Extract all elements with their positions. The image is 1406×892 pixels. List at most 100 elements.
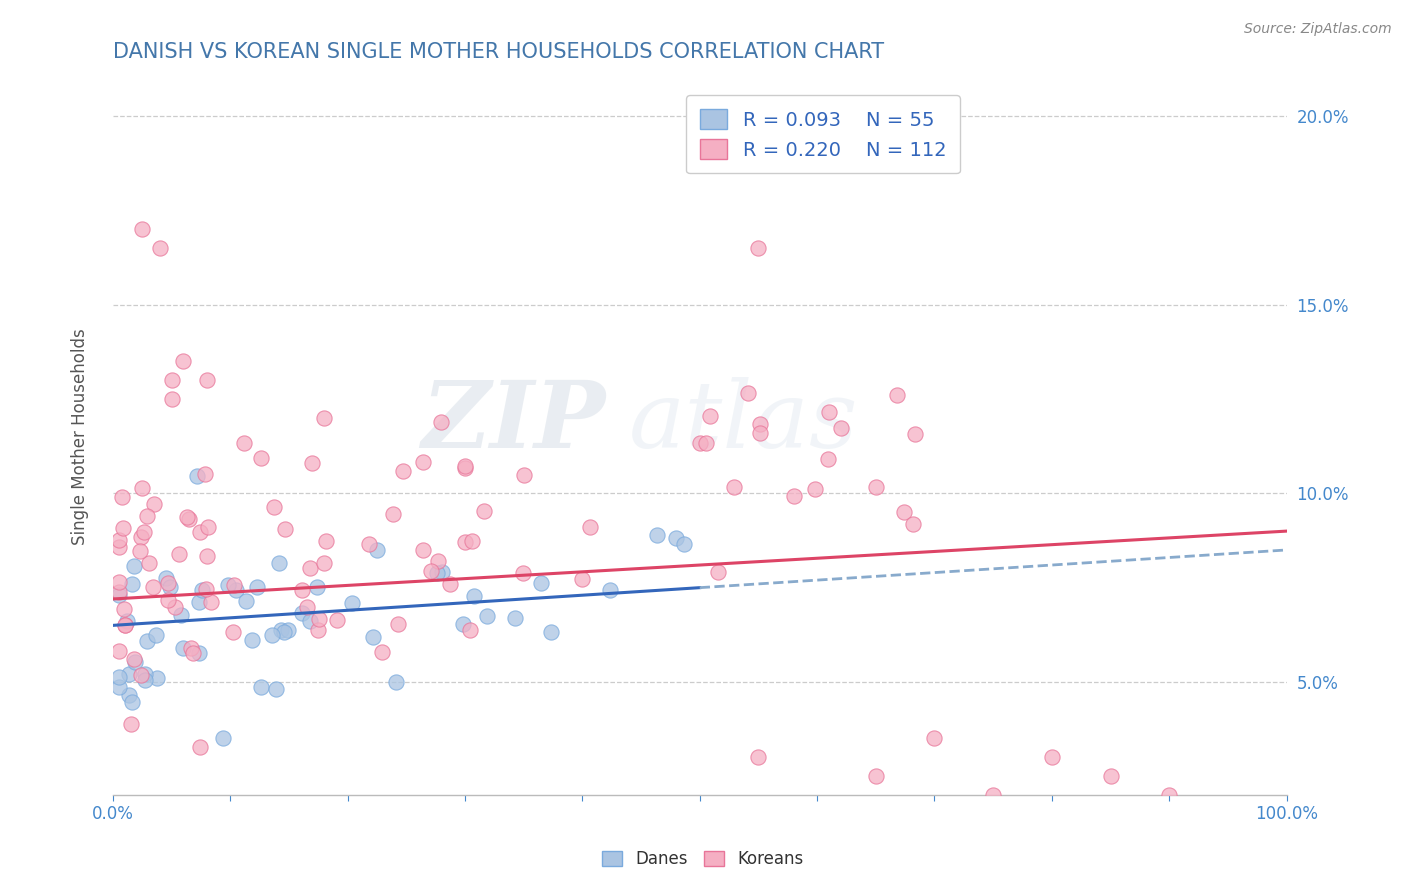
Point (458, 624, 481, 638)
Point (803, 482, 825, 496)
Point (157, 593, 180, 607)
Point (366, 543, 388, 558)
Point (129, 667, 152, 681)
Point (197, 520, 219, 534)
Point (665, 531, 688, 545)
Point (188, 524, 211, 539)
Point (903, 426, 925, 441)
Point (981, 788, 1004, 802)
Point (461, 533, 484, 548)
Point (235, 594, 257, 608)
Point (699, 409, 721, 423)
Point (129, 530, 152, 544)
Point (138, 556, 160, 570)
Point (107, 575, 129, 590)
Point (232, 435, 254, 450)
Point (135, 633, 157, 648)
Text: Source: ZipAtlas.com: Source: ZipAtlas.com (1244, 22, 1392, 37)
Point (1040, 750, 1063, 764)
Point (387, 617, 409, 632)
Point (672, 537, 695, 551)
Point (165, 600, 187, 615)
Point (249, 451, 271, 466)
Point (225, 582, 247, 597)
Point (115, 614, 138, 628)
Point (381, 508, 404, 522)
Legend: R = 0.093    N = 55, R = 0.220    N = 112: R = 0.093 N = 55, R = 0.220 N = 112 (686, 95, 960, 173)
Y-axis label: Single Mother Households: Single Mother Households (72, 328, 89, 545)
Point (136, 508, 159, 523)
Point (270, 624, 292, 638)
Point (817, 451, 839, 466)
Point (107, 588, 129, 602)
Point (188, 740, 211, 755)
Point (512, 566, 534, 581)
Point (749, 417, 772, 431)
Point (475, 609, 498, 624)
Legend: Danes, Koreans: Danes, Koreans (595, 844, 811, 875)
Point (689, 436, 711, 450)
Point (246, 580, 269, 594)
Point (747, 241, 769, 255)
Point (118, 689, 141, 703)
Text: ZIP: ZIP (422, 377, 606, 467)
Point (149, 241, 172, 255)
Point (145, 628, 167, 642)
Point (274, 522, 297, 536)
Point (901, 516, 924, 531)
Point (472, 504, 495, 518)
Point (291, 606, 314, 620)
Point (737, 385, 759, 400)
Point (599, 583, 621, 598)
Point (222, 625, 245, 640)
Point (430, 566, 453, 580)
Point (579, 520, 602, 534)
Point (830, 421, 852, 435)
Point (176, 510, 198, 524)
Point (295, 599, 318, 614)
Point (392, 464, 415, 478)
Point (111, 490, 134, 504)
Point (240, 633, 263, 648)
Point (749, 426, 772, 441)
Point (211, 731, 233, 746)
Point (180, 640, 202, 655)
Point (273, 625, 295, 640)
Point (893, 505, 915, 519)
Point (177, 512, 200, 526)
Point (1159, 788, 1181, 802)
Point (111, 521, 134, 535)
Point (121, 577, 143, 591)
Point (308, 612, 330, 626)
Point (571, 572, 593, 586)
Point (263, 500, 285, 515)
Point (451, 616, 474, 631)
Text: DANISH VS KOREAN SINGLE MOTHER HOUSEHOLDS CORRELATION CHART: DANISH VS KOREAN SINGLE MOTHER HOUSEHOLD… (112, 42, 884, 62)
Point (291, 583, 314, 598)
Point (187, 646, 209, 660)
Point (924, 731, 946, 746)
Point (128, 544, 150, 558)
Point (160, 373, 183, 387)
Point (224, 578, 246, 592)
Point (695, 435, 717, 450)
Point (190, 583, 212, 598)
Point (195, 549, 218, 564)
Point (357, 537, 380, 551)
Point (200, 595, 222, 609)
Point (186, 468, 208, 483)
Point (1099, 769, 1122, 783)
Point (299, 614, 322, 628)
Point (146, 671, 169, 685)
Point (454, 459, 477, 474)
Point (412, 455, 434, 469)
Point (512, 467, 534, 482)
Point (124, 655, 146, 669)
Point (112, 602, 135, 616)
Point (454, 535, 477, 549)
Point (107, 533, 129, 547)
Point (107, 585, 129, 599)
Point (325, 613, 347, 627)
Point (267, 557, 290, 571)
Point (122, 559, 145, 574)
